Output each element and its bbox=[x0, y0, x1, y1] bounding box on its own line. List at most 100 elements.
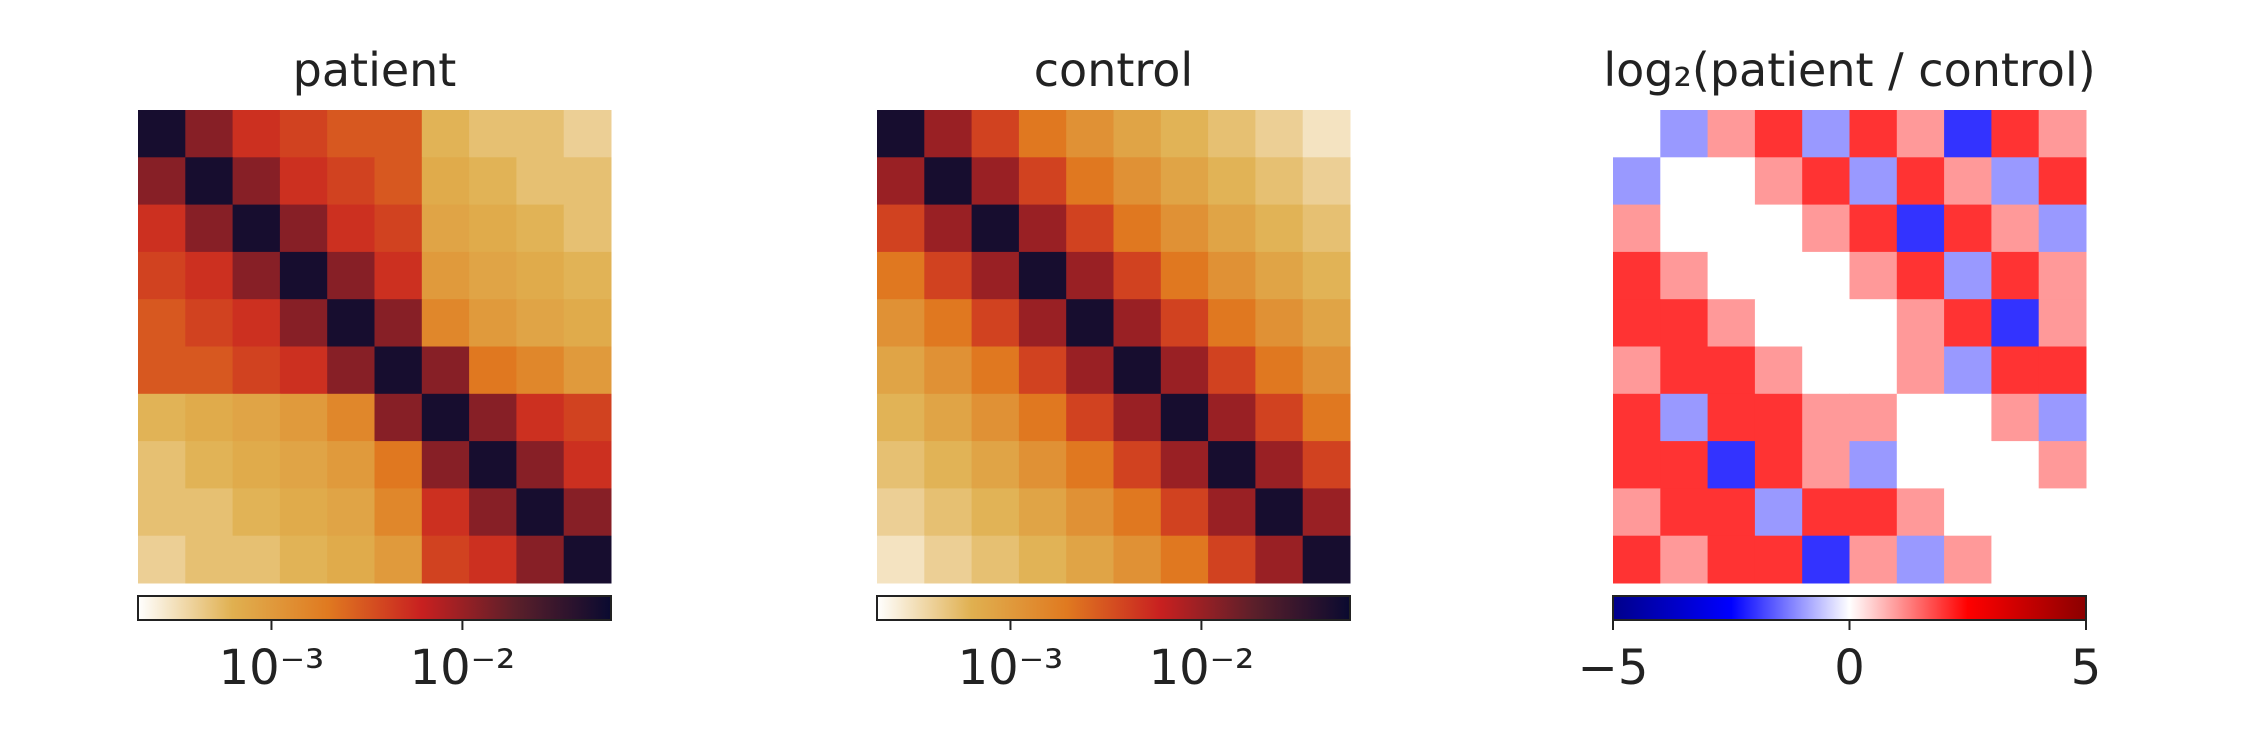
heatmap-cell bbox=[1160, 204, 1209, 253]
heatmap-cell bbox=[469, 488, 517, 537]
heatmap-cell bbox=[279, 441, 328, 489]
heatmap-cell bbox=[1613, 204, 1661, 253]
heatmap-cell bbox=[138, 251, 186, 300]
colorbar-tick-label: 5 bbox=[2071, 640, 2102, 696]
heatmap-cell bbox=[1018, 157, 1067, 206]
heatmap-cell bbox=[1302, 535, 1351, 584]
heatmap-cell bbox=[1160, 393, 1209, 442]
heatmap-cell bbox=[1302, 488, 1351, 537]
heatmap-cell bbox=[1849, 441, 1898, 489]
heatmap-cell bbox=[563, 251, 612, 300]
heatmap-cell bbox=[279, 204, 328, 253]
heatmap-cell bbox=[1660, 251, 1709, 300]
colorbar bbox=[1612, 595, 2087, 621]
heatmap-cell bbox=[185, 299, 234, 347]
heatmap-cell bbox=[1302, 204, 1351, 253]
heatmap-cell bbox=[1754, 535, 1803, 584]
heatmap-cell bbox=[971, 488, 1020, 537]
heatmap-cell bbox=[185, 157, 234, 206]
heatmap-cell bbox=[877, 393, 925, 442]
heatmap-cell bbox=[1896, 346, 1945, 395]
heatmap-cell bbox=[971, 204, 1020, 253]
heatmap-cell bbox=[421, 110, 470, 158]
heatmap-cell bbox=[421, 346, 470, 395]
heatmap-cell bbox=[374, 393, 423, 442]
heatmap-cell bbox=[1754, 393, 1803, 442]
heatmap-cell bbox=[138, 488, 186, 537]
heatmap-cell bbox=[1896, 299, 1945, 347]
heatmap-cell bbox=[1660, 535, 1709, 584]
heatmap-cell bbox=[138, 110, 186, 158]
heatmap-cell bbox=[516, 346, 565, 395]
heatmap-cell bbox=[971, 441, 1020, 489]
heatmap-cell bbox=[327, 110, 375, 158]
heatmap-cell bbox=[185, 346, 234, 395]
heatmap-cell bbox=[1113, 535, 1162, 584]
heatmap-cell bbox=[1991, 393, 2040, 442]
heatmap-cell bbox=[1613, 157, 1661, 206]
heatmap-cell bbox=[374, 157, 423, 206]
heatmap-cell bbox=[1018, 535, 1067, 584]
heatmap-cell bbox=[1802, 204, 1850, 253]
heatmap-cell bbox=[516, 488, 565, 537]
heatmap-cell bbox=[1944, 204, 1992, 253]
heatmap-cell bbox=[327, 535, 375, 584]
heatmap-cell bbox=[374, 251, 423, 300]
heatmap-cell bbox=[1707, 110, 1756, 158]
heatmap-cell bbox=[971, 110, 1020, 158]
heatmap-cell bbox=[374, 488, 423, 537]
heatmap-cell bbox=[563, 346, 612, 395]
heatmap-cell bbox=[1660, 204, 1709, 253]
heatmap-cell bbox=[1944, 441, 1992, 489]
heatmap-cell bbox=[1113, 157, 1162, 206]
heatmap-cell bbox=[279, 535, 328, 584]
heatmap-cell bbox=[1754, 251, 1803, 300]
heatmap-cell bbox=[1255, 346, 1304, 395]
heatmap-cell bbox=[327, 393, 375, 442]
colorbar-tick-label: 10⁻³ bbox=[958, 640, 1064, 696]
heatmap-cell bbox=[232, 346, 281, 395]
heatmap-cell bbox=[1991, 110, 2040, 158]
heatmap-cell bbox=[1613, 110, 1661, 158]
heatmap-cell bbox=[1754, 110, 1803, 158]
heatmap-cell bbox=[1113, 393, 1162, 442]
heatmap-cell bbox=[516, 204, 565, 253]
heatmap-cell bbox=[327, 204, 375, 253]
heatmap-cell bbox=[327, 157, 375, 206]
heatmap-cell bbox=[1613, 251, 1661, 300]
heatmap-cell bbox=[1991, 441, 2040, 489]
heatmap-cell bbox=[1302, 299, 1351, 347]
heatmap-cell bbox=[185, 251, 234, 300]
heatmap-cell bbox=[138, 157, 186, 206]
heatmap-cell bbox=[421, 157, 470, 206]
heatmap-cell bbox=[1255, 441, 1304, 489]
heatmap-cell bbox=[1018, 110, 1067, 158]
heatmap-cell bbox=[924, 157, 973, 206]
heatmap-cell bbox=[1066, 299, 1114, 347]
heatmap-cell bbox=[279, 346, 328, 395]
heatmap-cell bbox=[1255, 110, 1304, 158]
heatmap-cell bbox=[469, 157, 517, 206]
colorbar-tick-label: −5 bbox=[1578, 640, 1649, 696]
heatmap-cell bbox=[1802, 488, 1850, 537]
heatmap-cell bbox=[563, 488, 612, 537]
heatmap-cell bbox=[374, 346, 423, 395]
heatmap-cell bbox=[469, 299, 517, 347]
heatmap-cell bbox=[877, 110, 925, 158]
heatmap-cell bbox=[924, 441, 973, 489]
heatmap-cell bbox=[1896, 110, 1945, 158]
heatmap-cell bbox=[516, 110, 565, 158]
heatmap-cell bbox=[1660, 393, 1709, 442]
colorbar-tick-label: 10⁻² bbox=[1149, 640, 1255, 696]
heatmap-cell bbox=[971, 251, 1020, 300]
heatmap-cell bbox=[1660, 299, 1709, 347]
heatmap-cell bbox=[185, 441, 234, 489]
heatmap-cell bbox=[877, 299, 925, 347]
heatmap-cell bbox=[924, 535, 973, 584]
heatmap-cell bbox=[1113, 346, 1162, 395]
heatmap-cell bbox=[1302, 441, 1351, 489]
heatmap-cell bbox=[185, 393, 234, 442]
heatmap-cell bbox=[1944, 299, 1992, 347]
heatmap-cell bbox=[469, 251, 517, 300]
